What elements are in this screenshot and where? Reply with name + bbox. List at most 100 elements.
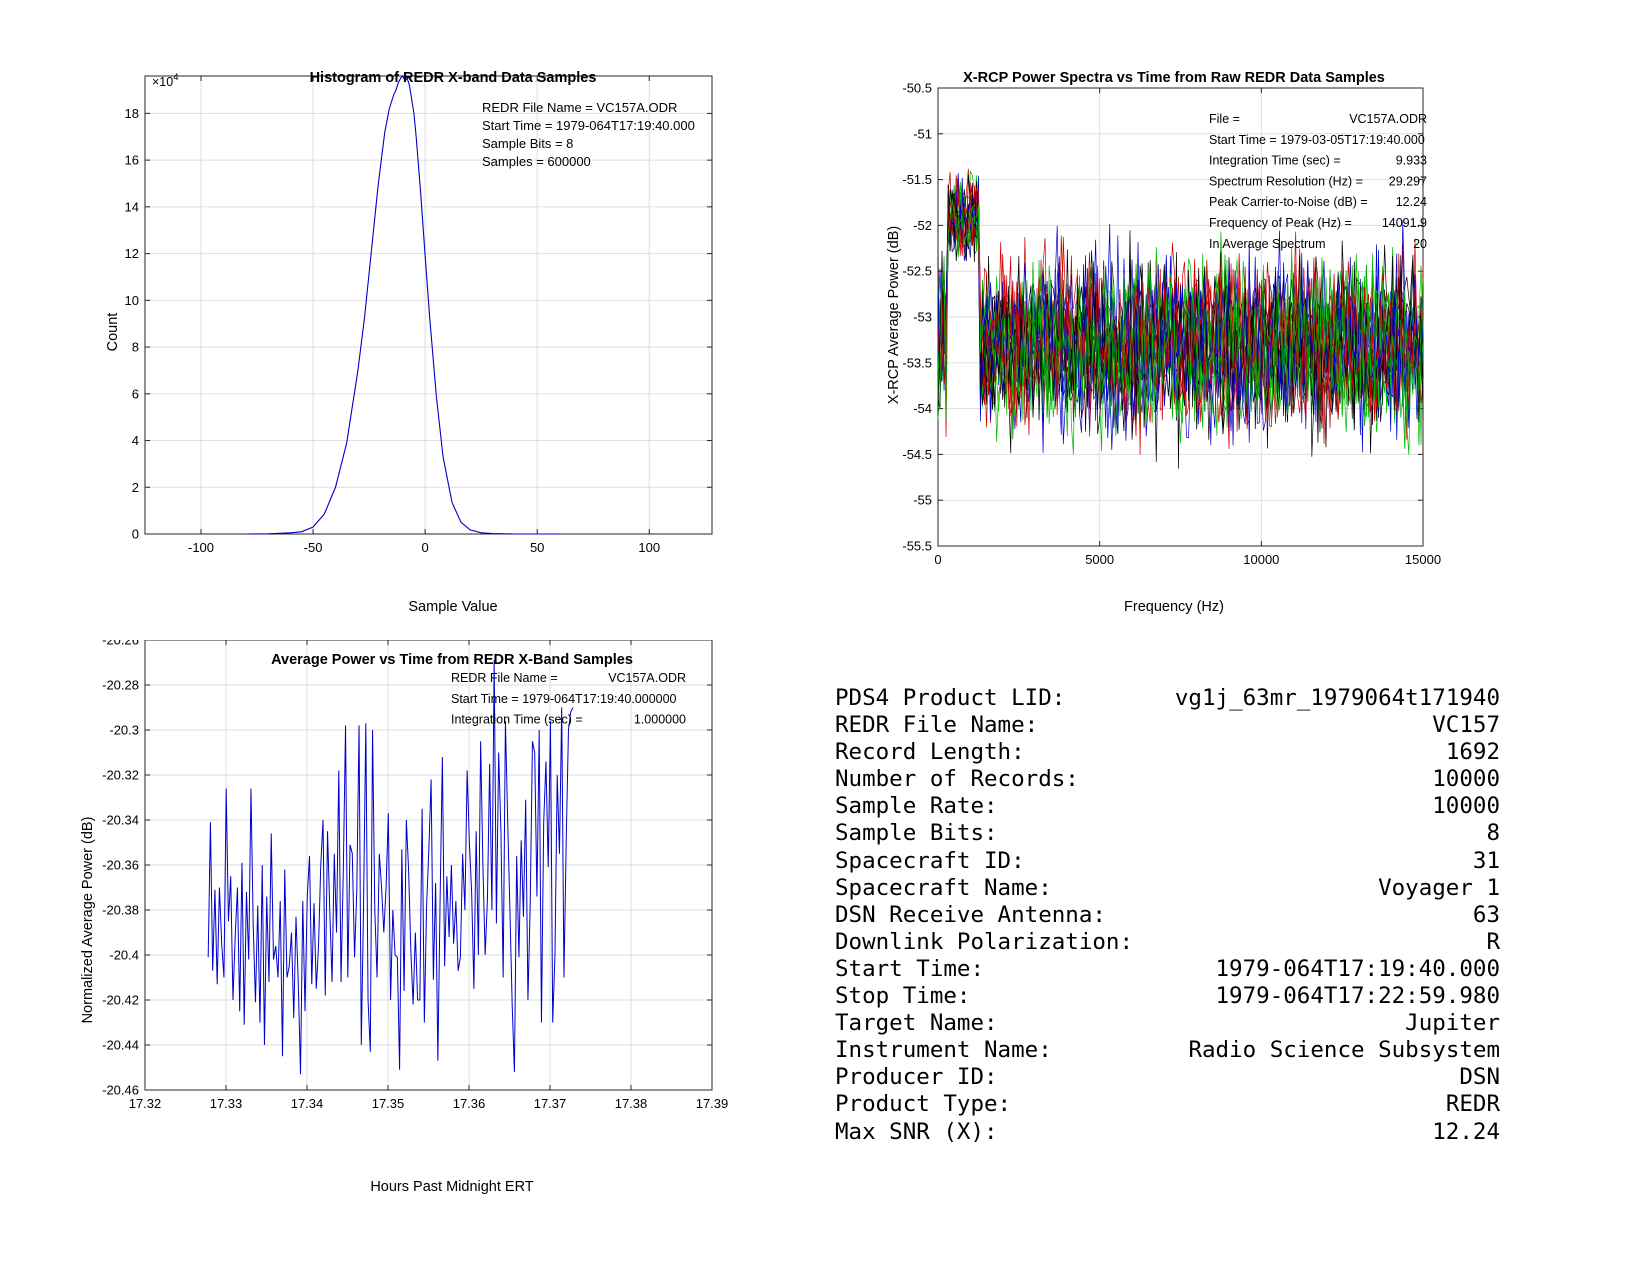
y-tick-label: -20.3 [109, 723, 139, 738]
y-tick-label: -51 [913, 126, 932, 141]
y-tick-label: 0 [132, 527, 139, 542]
chart-title: Average Power vs Time from REDR X-Band S… [271, 652, 633, 668]
info-label: Target Name: [835, 1010, 998, 1037]
info-label: Product Type: [835, 1091, 1012, 1118]
series-layer [937, 168, 1424, 469]
y-tick-label: -20.38 [102, 903, 139, 918]
histogram-chart: -100 -50 0 50 100 0 2 4 6 8 10 12 14 16 18 Histogram o… [105, 70, 713, 615]
x-axis-label: Sample Value [408, 599, 497, 615]
y-tick-label: 18 [125, 106, 139, 121]
info-row: Number of Records: 10000 [835, 766, 1500, 793]
annotation-label: REDR File Name = [451, 671, 558, 685]
spectrum-line [937, 168, 1424, 455]
info-label: Downlink Polarization: [835, 928, 1134, 955]
spectrum-line [937, 172, 1424, 451]
info-row: PDS4 Product LID: vg1j_63mr_1979064t17194… [835, 685, 1500, 712]
annotation-line: Start Time = 1979-064T17:19:40.000 [482, 118, 695, 133]
product-info-table: PDS4 Product LID: vg1j_63mr_1979064t17194… [835, 685, 1500, 1146]
info-row: Product Type: REDR [835, 1091, 1500, 1118]
spectrum-line [937, 188, 1424, 453]
y-tick-label: -20.42 [102, 993, 139, 1008]
info-label: REDR File Name: [835, 712, 1039, 739]
info-row: REDR File Name: VC157 [835, 712, 1500, 739]
y-tick-label: -20.4 [109, 948, 139, 963]
y-tick-label: -20.34 [102, 813, 139, 828]
info-label: Producer ID: [835, 1064, 998, 1091]
y-tick-label: 6 [132, 386, 139, 401]
info-row: Spacecraft Name: Voyager 1 [835, 875, 1500, 902]
info-row: Start Time: 1979-064T17:19:40.000 [835, 956, 1500, 983]
info-row: Producer ID: DSN [835, 1064, 1500, 1091]
histogram-line [245, 75, 560, 535]
x-axis-label: Frequency (Hz) [1124, 599, 1224, 615]
x-tick-label: 0 [934, 552, 941, 567]
annotation-line: Sample Bits = 8 [482, 136, 573, 151]
annotation-line: REDR File Name = VC157A.ODR [482, 100, 677, 115]
annotation-block: REDR File Name = VC157A.ODR Start Time =… [482, 100, 695, 169]
y-tick-label: -51.5 [902, 172, 932, 187]
x-tick-label: -50 [304, 540, 323, 555]
y-tick-label: -20.46 [102, 1083, 139, 1098]
info-row: Record Length: 1692 [835, 739, 1500, 766]
annotation-label: Spectrum Resolution (Hz) = [1209, 174, 1363, 188]
info-value: VC157 [1432, 712, 1500, 739]
info-row: Target Name: Jupiter [835, 1010, 1500, 1037]
x-tick-label: 17.39 [696, 1096, 729, 1111]
y-tick-label: -54 [913, 401, 932, 416]
y-tick-label: 8 [132, 340, 139, 355]
spectrum-line [937, 184, 1424, 462]
info-value: 10000 [1432, 793, 1500, 820]
y-tick-label: -53 [913, 310, 932, 325]
info-value: 31 [1472, 847, 1500, 874]
info-label: Max SNR (X): [835, 1118, 998, 1145]
annotation-value: 14091.9 [1382, 216, 1427, 230]
annotation-label: File = [1209, 112, 1240, 126]
power-spectra-chart: 0 5000 10000 15000 -50.5 -51 -51.5 -52 -52.5 -53 -… [886, 70, 1441, 615]
spectrum-line [937, 175, 1424, 432]
info-value: 1692 [1445, 739, 1500, 766]
series-layer [207, 660, 574, 1075]
info-label: Sample Rate: [835, 793, 998, 820]
series-layer [245, 75, 560, 535]
x-tick-label: 17.36 [453, 1096, 486, 1111]
y-tick-label: -20.36 [102, 858, 139, 873]
spectrum-line [937, 182, 1424, 450]
x-tick-label: 17.34 [291, 1096, 324, 1111]
y-tick-label: 14 [125, 199, 139, 214]
y-tick-label: 2 [132, 480, 139, 495]
info-value: 12.24 [1432, 1118, 1500, 1145]
info-label: Stop Time: [835, 983, 971, 1010]
info-value: 1979-064T17:19:40.000 [1215, 955, 1500, 982]
average-power-chart: 17.32 17.33 17.34 17.35 17.36 17.37 17.38 17.39… [80, 640, 728, 1195]
x-tick-label: 17.37 [534, 1096, 567, 1111]
info-label: Number of Records: [835, 766, 1079, 793]
info-value: Radio Science Subsystem [1188, 1037, 1500, 1064]
y-axis-label: X-RCP Average Power (dB) [886, 226, 902, 404]
info-row: Spacecraft ID: 31 [835, 848, 1500, 875]
info-value: 8 [1486, 820, 1500, 847]
info-row: Downlink Polarization: R [835, 929, 1500, 956]
info-row: Stop Time: 1979-064T17:22:59.980 [835, 983, 1500, 1010]
y-axis-label: Normalized Average Power (dB) [80, 817, 96, 1024]
info-label: Spacecraft ID: [835, 847, 1025, 874]
y-tick-label: -20.26 [102, 640, 139, 648]
info-row: Sample Bits: 8 [835, 820, 1500, 847]
info-value: REDR [1445, 1091, 1500, 1118]
y-axis-label: Count [105, 313, 121, 352]
y-tick-label: -55 [913, 493, 932, 508]
info-row: DSN Receive Antenna: 63 [835, 902, 1500, 929]
annotation-line: Samples = 600000 [482, 154, 591, 169]
y-exponent-label: ×104 [152, 72, 179, 89]
y-tick-label: 12 [125, 246, 139, 261]
info-label: Spacecraft Name: [835, 874, 1052, 901]
plot-area: 17.32 17.33 17.34 17.35 17.36 17.37 17.38 17.39… [102, 640, 728, 1111]
y-tick-label: -50.5 [902, 81, 932, 96]
info-row: Instrument Name: Radio Science Subsystem [835, 1037, 1500, 1064]
y-tick-label: 16 [125, 153, 139, 168]
y-tick-label: -52 [913, 218, 932, 233]
info-label: Start Time: [835, 955, 985, 982]
annotation-value: 1.000000 [634, 713, 686, 727]
info-label: PDS4 Product LID: [835, 685, 1066, 711]
info-value: Voyager 1 [1378, 874, 1500, 901]
x-tick-label: 0 [422, 540, 429, 555]
